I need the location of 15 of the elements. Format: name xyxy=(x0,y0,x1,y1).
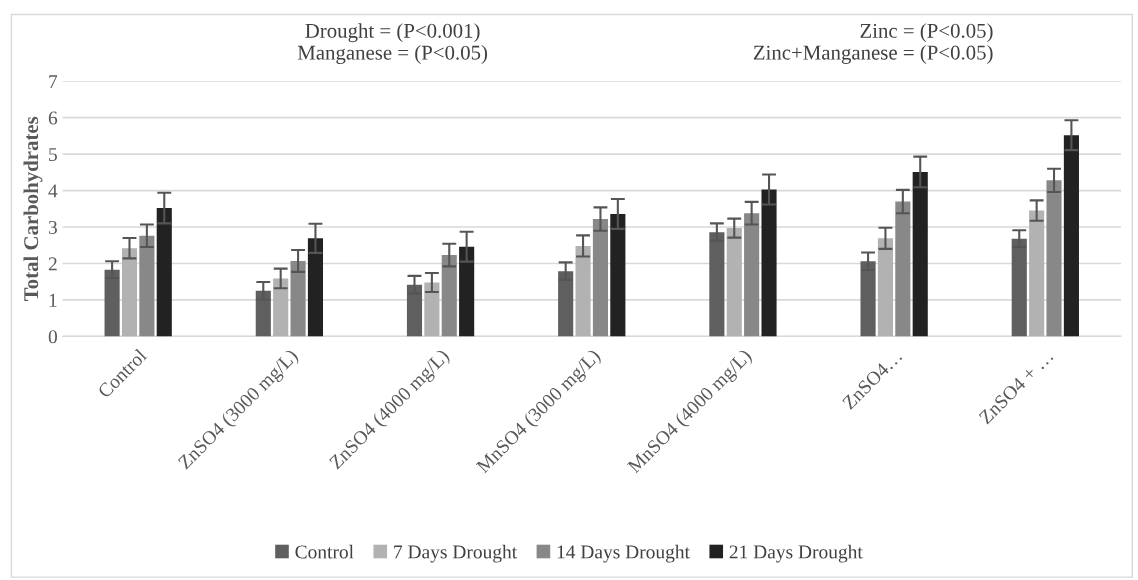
y-tick-label: 5 xyxy=(49,148,57,162)
legend-label: 14 Days Drought xyxy=(557,544,690,563)
legend-label: 21 Days Drought xyxy=(729,544,863,563)
y-tick-label: 4 xyxy=(48,184,58,198)
legend-label: Control xyxy=(295,544,354,559)
text: Drought = (P<0.001) Manganese = (P<0.05) xyxy=(297,23,488,64)
y-tick-label: 0 xyxy=(48,330,57,344)
y-tick-label: 3 xyxy=(48,220,57,234)
y-tick-label: 2 xyxy=(48,257,57,271)
y-tick-label: 1 xyxy=(49,293,57,307)
y-axis-title: Total Carbohydrates xyxy=(23,116,43,301)
legend-label: 7 Days Drought xyxy=(394,544,518,563)
y-tick-label: 7 xyxy=(49,75,58,88)
text: Zinc = (P<0.05) Zinc+Manganese = (P<0.05) xyxy=(753,23,993,64)
y-tick-label: 6 xyxy=(48,111,58,125)
